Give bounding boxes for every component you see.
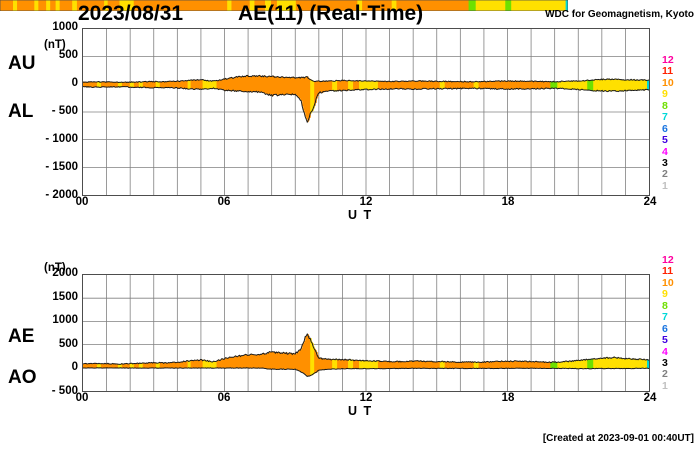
legend-entry-12: 12 bbox=[662, 254, 674, 266]
ae-ao-color-legend: 12 11 10 9 8 7 6 5 4 3 2 1 bbox=[662, 254, 688, 392]
au-al-plot-panel bbox=[82, 28, 650, 196]
ae-ao-y-tick: 500 bbox=[58, 337, 78, 350]
ae-ao-y-tick: - 500 bbox=[51, 385, 78, 397]
ae-ao-plot-svg bbox=[83, 275, 649, 391]
legend-entry-1: 1 bbox=[662, 379, 668, 392]
au-al-y-tick: 1000 bbox=[52, 21, 78, 33]
au-al-y-tick: - 1000 bbox=[45, 133, 78, 145]
legend-entry-3: 3 bbox=[662, 356, 668, 369]
ao-series-label: AO bbox=[8, 367, 37, 388]
legend-entry-6: 6 bbox=[662, 322, 668, 335]
legend-entry-2: 2 bbox=[662, 168, 668, 181]
station-availability-svg bbox=[0, 0, 568, 11]
ae-ao-x-axis-title: U T bbox=[348, 404, 373, 418]
au-al-x-tick: 00 bbox=[75, 196, 89, 208]
legend-entry-1: 1 bbox=[662, 179, 668, 192]
legend-entry-12: 12 bbox=[662, 54, 674, 66]
ae-ao-x-tick: 12 bbox=[359, 392, 373, 404]
station-availability-bar bbox=[0, 0, 568, 11]
au-al-y-tick: - 500 bbox=[51, 105, 78, 117]
au-al-x-tick: 06 bbox=[217, 196, 231, 208]
ae-ao-x-tick: 24 bbox=[643, 392, 657, 404]
ae-ao-y-tick: 0 bbox=[71, 361, 78, 374]
legend-entry-8: 8 bbox=[662, 99, 668, 112]
legend-entry-3: 3 bbox=[662, 156, 668, 169]
legend-entry-11: 11 bbox=[662, 65, 674, 78]
ae-ao-x-tick: 06 bbox=[217, 392, 231, 404]
au-al-unit-label: (nT) bbox=[44, 39, 66, 51]
ae-ao-unit-label: (nT) bbox=[44, 262, 66, 274]
ae-ao-plot-panel bbox=[82, 274, 650, 392]
au-al-y-tick: - 1500 bbox=[45, 161, 78, 173]
legend-entry-9: 9 bbox=[662, 88, 668, 101]
al-series-label: AL bbox=[8, 101, 34, 122]
ae-ao-y-tick: 1000 bbox=[52, 314, 78, 327]
au-al-x-tick: 24 bbox=[643, 196, 657, 208]
legend-entry-5: 5 bbox=[662, 134, 668, 147]
legend-entry-7: 7 bbox=[662, 311, 668, 324]
legend-entry-9: 9 bbox=[662, 288, 668, 301]
ae-ao-y-tick: 2000 bbox=[52, 267, 78, 279]
au-al-color-legend: 12 11 10 9 8 7 6 5 4 3 2 1 bbox=[662, 54, 688, 192]
au-al-y-tick: - 2000 bbox=[45, 189, 78, 201]
legend-entry-5: 5 bbox=[662, 334, 668, 347]
legend-entry-11: 11 bbox=[662, 265, 674, 278]
au-al-y-tick: 500 bbox=[58, 49, 78, 61]
legend-entry-2: 2 bbox=[662, 368, 668, 381]
au-al-x-tick: 12 bbox=[359, 196, 373, 208]
ae-ao-x-tick: 00 bbox=[75, 392, 89, 404]
created-timestamp: [Created at 2023-09-01 00:40UT] bbox=[542, 433, 694, 444]
au-al-x-axis-title: U T bbox=[348, 208, 373, 222]
chart-source-attribution: WDC for Geomagnetism, Kyoto bbox=[545, 9, 694, 20]
chart-date: 2023/08/31 bbox=[78, 2, 184, 25]
legend-entry-4: 4 bbox=[662, 345, 668, 358]
legend-entry-10: 10 bbox=[662, 76, 674, 89]
au-al-plot-svg bbox=[83, 29, 649, 195]
ae-ao-y-tick: 1500 bbox=[52, 290, 78, 303]
legend-entry-4: 4 bbox=[662, 145, 668, 158]
ae-series-label: AE bbox=[8, 326, 35, 347]
legend-entry-8: 8 bbox=[662, 299, 668, 312]
au-al-y-tick: 0 bbox=[71, 77, 78, 89]
page-title: AE(11) (Real-Time) bbox=[238, 2, 424, 25]
legend-entry-6: 6 bbox=[662, 122, 668, 135]
au-series-label: AU bbox=[8, 53, 36, 74]
legend-entry-10: 10 bbox=[662, 276, 674, 289]
ae-ao-x-tick: 18 bbox=[501, 392, 515, 404]
legend-entry-7: 7 bbox=[662, 111, 668, 124]
au-al-x-tick: 18 bbox=[501, 196, 515, 208]
